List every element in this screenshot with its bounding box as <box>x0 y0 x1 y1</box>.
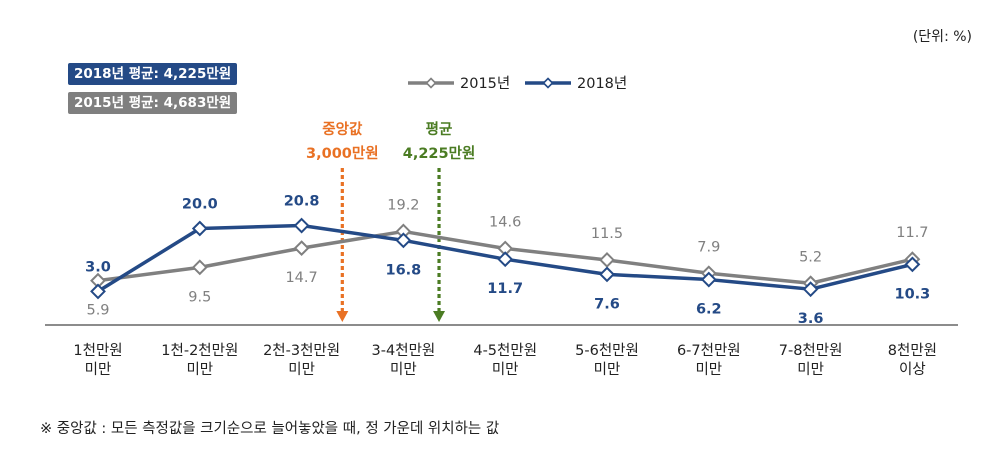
series-2015-data-label: 14.6 <box>489 214 521 230</box>
series-2018-point <box>395 232 412 249</box>
series-2018-data-label: 3.0 <box>85 259 111 275</box>
x-tick-label: 6-7천만원 <box>677 342 741 359</box>
series-2018-data-label: 16.8 <box>386 262 422 278</box>
x-tick-label: 미만 <box>594 361 621 378</box>
x-tick-label: 5-6천만원 <box>575 342 639 359</box>
badge-2018-average: 2018년 평균: 4,225만원 <box>68 63 238 85</box>
series-2018-data-label: 7.6 <box>594 296 620 312</box>
series-2018-point <box>802 281 819 298</box>
x-tick-label: 3-4천만원 <box>372 342 436 359</box>
x-tick-label: 2천-3천만원 <box>263 342 340 359</box>
series-2015-data-label: 7.9 <box>697 239 720 255</box>
x-tick-label: 미만 <box>186 361 213 378</box>
x-tick-label: 미만 <box>797 361 824 378</box>
series-2015-data-label: 11.7 <box>896 225 928 241</box>
series-2018-point <box>90 283 106 300</box>
legend-2018-swatch-marker <box>542 77 554 89</box>
x-tick-label: 미만 <box>695 361 722 378</box>
x-tick-label: 미만 <box>390 361 417 378</box>
series-2018-point <box>904 256 921 273</box>
series-2018-point <box>599 266 615 283</box>
series-2015-data-label: 9.5 <box>188 289 211 305</box>
x-tick-label: 1천만원 <box>73 342 122 359</box>
series-2015-point <box>191 259 208 276</box>
x-tick-label: 미만 <box>85 361 112 378</box>
x-tick-label: 7-8천만원 <box>779 342 843 359</box>
x-tick-label: 1천-2천만원 <box>161 342 238 359</box>
x-tick-label: 미만 <box>288 361 315 378</box>
series-2018-point <box>700 271 717 288</box>
series-2018-data-label: 20.0 <box>182 197 218 213</box>
legend-2015-label: 2015년 <box>460 75 510 92</box>
series-2015-data-label: 5.2 <box>799 249 822 265</box>
mean-marker-arrowhead <box>433 311 446 322</box>
legend-2018-label: 2018년 <box>577 75 627 92</box>
median-marker-value-label: 3,000만원 <box>306 145 379 162</box>
x-tick-label: 8천만원 <box>888 342 937 359</box>
series-2018-data-label: 20.8 <box>284 194 320 210</box>
series-2018-data-label: 3.6 <box>798 311 824 327</box>
series-2015-data-label: 14.7 <box>285 270 317 286</box>
series-2018-data-label: 11.7 <box>487 281 523 297</box>
series-2015-data-label: 5.9 <box>86 303 109 319</box>
median-marker-label: 중앙값 <box>322 120 363 138</box>
series-2015-data-label: 11.5 <box>591 226 623 242</box>
median-marker-arrowhead <box>336 311 349 322</box>
series-2015-point <box>599 252 615 268</box>
series-2015-data-label: 19.2 <box>387 197 419 213</box>
x-tick-label: 이상 <box>899 361 926 378</box>
badge-2015-average: 2015년 평균: 4,683만원 <box>68 92 238 114</box>
x-tick-label: 4-5천만원 <box>473 342 537 359</box>
series-2018-data-label: 10.3 <box>895 286 931 302</box>
series-2018-point <box>191 220 208 237</box>
unit-label: (단위: %) <box>912 29 972 45</box>
series-2018-data-label: 6.2 <box>696 302 722 318</box>
mean-marker-value-label: 4,225만원 <box>403 145 476 162</box>
series-2018-point <box>293 217 310 234</box>
legend-2015-swatch-marker <box>425 77 437 89</box>
series-2018-point <box>497 251 514 268</box>
footnote: ※ 중앙값 : 모든 측정값을 크기순으로 늘어놓았을 때, 정 가운데 위치하… <box>40 421 500 437</box>
series-2015-point <box>293 240 310 257</box>
x-tick-label: 미만 <box>492 361 519 378</box>
mean-marker-label: 평균 <box>426 120 453 138</box>
